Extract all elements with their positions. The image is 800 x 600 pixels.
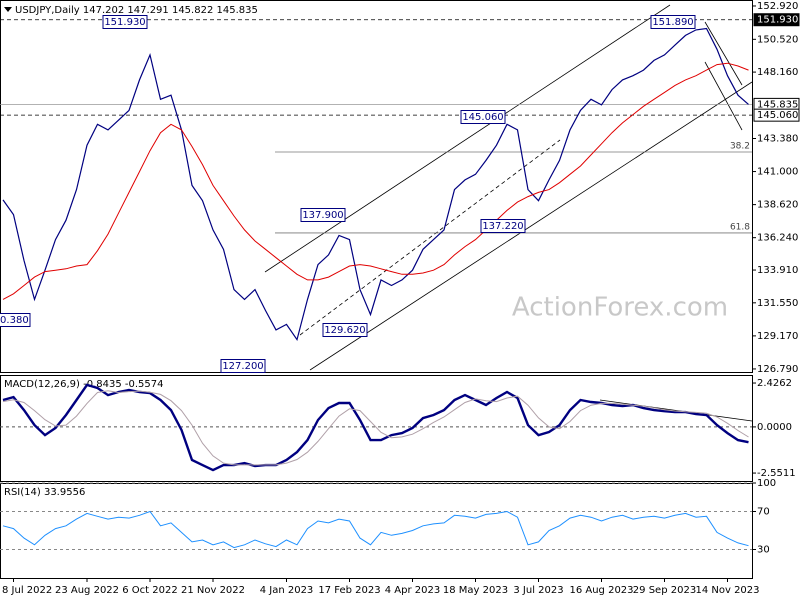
x-tick-label: 6 Oct 2022 [122,585,177,596]
fib-label: 61.8 [730,222,750,232]
x-tick-label: 18 May 2023 [443,585,508,596]
level-label: 145.060 [757,110,798,121]
annotation: 145.060 [462,112,503,123]
level-label: 145.835 [757,99,798,110]
x-tick-label: 4 Apr 2023 [385,585,440,596]
y-tick-label: 131.550 [757,298,798,309]
x-tick-label: 29 Sep 2023 [633,585,696,596]
channel-lower [309,81,753,371]
annotation-box [460,110,506,124]
x-tick-label: 8 Jul 2022 [2,585,52,596]
watermark: ActionForex.com [512,293,728,323]
panel-frame [0,375,753,482]
annotation-box [0,313,31,327]
annotation: 127.200 [222,361,263,372]
y-tick-label: 100 [757,478,776,489]
y-tick-label: 129.170 [757,331,798,342]
y-tick-label: 150.520 [757,34,798,45]
panel-title: RSI(14) 33.9556 [4,487,85,498]
annotation-box [322,323,368,337]
channel-upper [264,4,671,273]
chart-title: USDJPY,Daily 147.202 147.291 145.822 145… [15,5,258,16]
annotation: 130.380 [0,315,29,326]
y-tick-label: 148.160 [757,67,798,78]
y-tick-label: -2.5511 [757,468,796,479]
y-tick-label: 133.910 [757,265,798,276]
x-tick-label: 23 Aug 2022 [55,585,119,596]
trend-down-2 [704,61,743,131]
x-tick-label: 14 Nov 2023 [695,585,759,596]
y-tick-label: 0.0000 [757,422,792,433]
annotation-box [480,219,526,233]
channel-mid [299,139,561,336]
annotation: 129.620 [324,325,365,336]
annotation-box [220,359,266,373]
trend-down-1 [704,21,743,86]
y-tick-label: 152.920 [757,1,798,12]
annotation-box [102,15,148,29]
annotation: 137.900 [302,210,343,221]
y-tick-label: 126.790 [757,364,798,375]
annotation-box [300,208,346,222]
fib-label: 38.2 [730,141,750,151]
y-tick-label: 136.240 [757,233,798,244]
annotation: 137.220 [482,221,523,232]
level-box [753,108,800,122]
series-line [2,27,749,342]
y-tick-label: 2.4262 [757,378,792,389]
x-tick-label: 21 Nov 2022 [181,585,245,596]
annotation: 151.930 [104,17,145,28]
panel-title: MACD(12,26,9) -0.8435 -0.5574 [4,379,164,390]
y-tick-label: 141.000 [757,167,798,178]
y-tick-label: 70 [757,507,770,518]
x-tick-label: 4 Jan 2023 [260,585,314,596]
x-tick-label: 3 Jul 2023 [513,585,563,596]
y-tick-label: 143.380 [757,133,798,144]
annotation: 151.890 [652,17,693,28]
series-line [2,510,749,549]
y-tick-label: 30 [757,545,770,556]
macd-trend [599,399,753,422]
level-label: 151.930 [757,15,798,26]
series-line [2,62,749,300]
series-line [2,390,749,466]
panel-frame [0,0,753,373]
x-tick-label: 16 Aug 2023 [569,585,633,596]
series-line [2,383,749,472]
menu-icon[interactable] [4,7,12,12]
level-box [753,13,800,27]
annotation-box [650,15,696,29]
y-tick-label: 138.620 [757,200,798,211]
panel-frame [0,483,753,579]
trend-lines [264,4,753,422]
x-tick-label: 17 Feb 2023 [318,585,380,596]
